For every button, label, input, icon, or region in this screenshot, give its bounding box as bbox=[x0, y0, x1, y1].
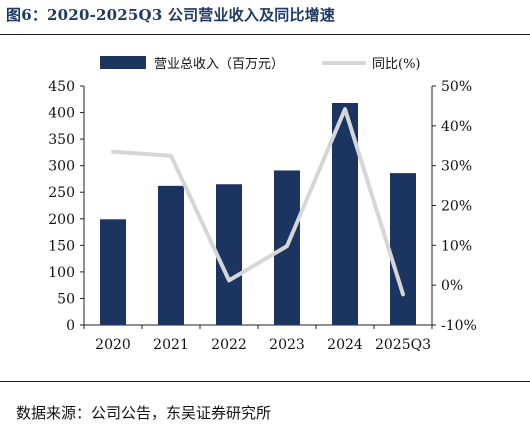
legend-line-label: 同比(%) bbox=[372, 57, 421, 72]
left-tick-label: 100 bbox=[48, 265, 75, 281]
x-tick-label: 2021 bbox=[153, 337, 189, 353]
source-note: 数据来源：公司公告，东吴证券研究所 bbox=[16, 404, 272, 422]
revenue-bar bbox=[390, 173, 416, 325]
left-tick-label: 400 bbox=[48, 106, 75, 122]
left-tick-label: 150 bbox=[48, 238, 75, 254]
right-tick-label: 30% bbox=[441, 159, 472, 175]
x-tick-label: 2024 bbox=[327, 337, 363, 353]
revenue-bar bbox=[100, 219, 126, 325]
right-tick-label: 10% bbox=[441, 238, 472, 254]
title-divider bbox=[0, 34, 530, 35]
right-tick-label: 0% bbox=[441, 278, 463, 294]
revenue-growth-chart: 0 50 100 150 200 250 300 350 400 450 -10% 0% 10% 20% 3… bbox=[48, 56, 477, 353]
left-tick-label: 450 bbox=[48, 79, 75, 95]
revenue-bar bbox=[158, 185, 184, 325]
x-tick-label: 2025Q3 bbox=[375, 337, 431, 353]
growth-line bbox=[111, 107, 405, 297]
right-tick-label: -10% bbox=[441, 318, 477, 334]
figure-title: 图6：2020-2025Q3 公司营业收入及同比增速 bbox=[6, 6, 336, 24]
legend-bar-swatch bbox=[100, 56, 146, 69]
revenue-bar bbox=[216, 184, 242, 325]
legend-bar-label: 营业总收入（百万元） bbox=[154, 57, 284, 72]
x-tick-label: 2020 bbox=[95, 337, 131, 353]
right-tick-label: 50% bbox=[441, 79, 472, 95]
right-tick-label: 20% bbox=[441, 199, 472, 215]
source-divider bbox=[0, 381, 530, 382]
left-tick-label: 50 bbox=[57, 291, 75, 307]
left-tick-label: 0 bbox=[66, 318, 75, 334]
x-tick-label: 2022 bbox=[211, 337, 247, 353]
left-tick-label: 300 bbox=[48, 159, 75, 175]
left-tick-label: 350 bbox=[48, 132, 75, 148]
left-tick-label: 250 bbox=[48, 185, 75, 201]
x-tick-label: 2023 bbox=[269, 337, 305, 353]
left-tick-label: 200 bbox=[48, 212, 75, 228]
right-tick-label: 40% bbox=[441, 119, 472, 135]
